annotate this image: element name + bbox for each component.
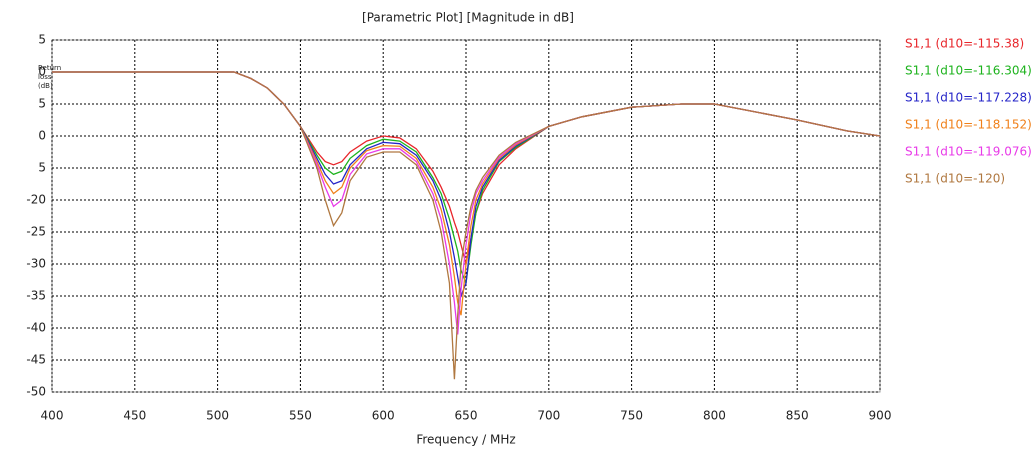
legend-label: S1,1 (d10=-117.228): [905, 91, 1032, 105]
x-tick-label: 700: [537, 409, 560, 423]
x-tick-label: 400: [41, 409, 64, 423]
y-tick-label: -40: [26, 321, 46, 335]
y-axis-label: Return loss (dB): [38, 64, 62, 90]
y-tick-label: -50: [26, 385, 46, 399]
legend-label: S1,1 (d10=-115.38): [905, 37, 1024, 51]
y-tick-label: 0: [38, 129, 46, 143]
x-tick-label: 600: [372, 409, 395, 423]
legend-label: S1,1 (d10=-116.304): [905, 64, 1032, 78]
x-tick-label: 550: [289, 409, 312, 423]
x-tick-label: 850: [786, 409, 809, 423]
x-tick-label: 450: [123, 409, 146, 423]
y-tick-label: 5: [38, 97, 46, 111]
y-tick-label: -35: [26, 289, 46, 303]
legend-label: S1,1 (d10=-120): [905, 172, 1005, 186]
chart-title: [Parametric Plot] [Magnitude in dB]: [362, 11, 574, 25]
legend-label: S1,1 (d10=-118.152): [905, 118, 1032, 132]
y-tick-label: -30: [26, 257, 46, 271]
x-axis-label: Frequency / MHz: [416, 433, 515, 447]
y-tick-label: -45: [26, 353, 46, 367]
legend-label: S1,1 (d10=-119.076): [905, 145, 1032, 159]
x-tick-label: 900: [869, 409, 892, 423]
x-tick-label: 750: [620, 409, 643, 423]
x-tick-label: 500: [206, 409, 229, 423]
series-line: [52, 71, 881, 380]
x-tick-label: 800: [703, 409, 726, 423]
y-tick-label: 5: [38, 161, 46, 175]
y-tick-label: 0: [38, 65, 46, 79]
x-tick-label: 650: [455, 409, 478, 423]
y-tick-label: 5: [38, 33, 46, 47]
y-axis-label-box: Return loss (dB): [38, 64, 62, 90]
y-tick-label: -25: [26, 225, 46, 239]
y-tick-label: -20: [26, 193, 46, 207]
